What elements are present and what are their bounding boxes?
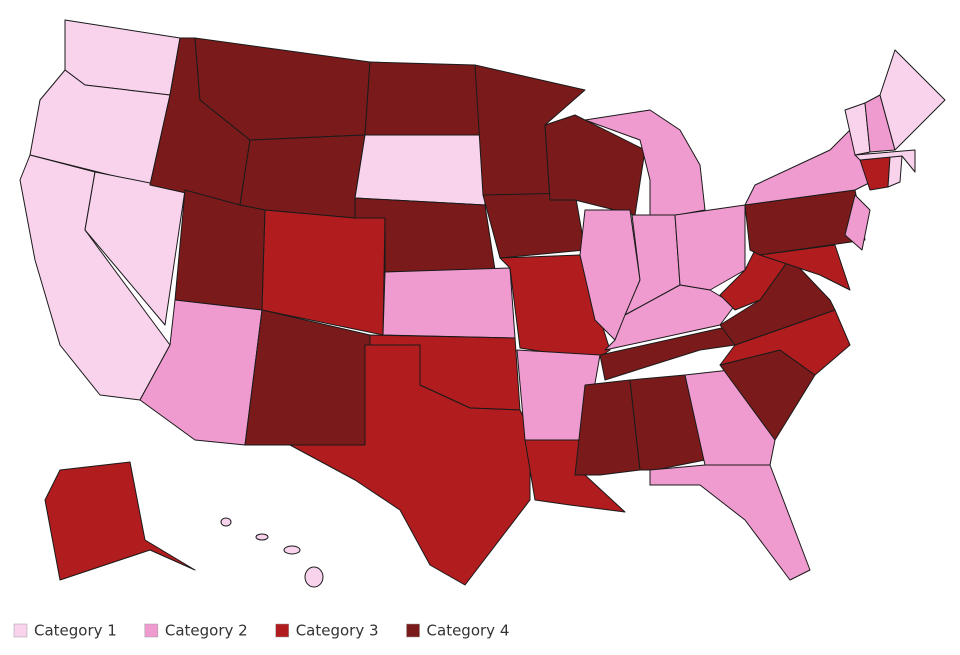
- state: [879, 49, 946, 151]
- legend: Category 1 Category 2 Category 3 Category 4: [13, 622, 510, 640]
- state: [304, 566, 324, 588]
- state: [364, 61, 484, 136]
- state: [283, 545, 301, 555]
- legend-label: Category 3: [296, 622, 379, 640]
- state: [629, 374, 706, 471]
- state: [584, 109, 706, 221]
- state: [255, 533, 269, 541]
- legend-swatch: [144, 623, 159, 638]
- state: [44, 461, 196, 581]
- state: [139, 299, 263, 446]
- state: [844, 194, 871, 251]
- state: [382, 267, 516, 339]
- legend-swatch: [406, 623, 420, 638]
- state: [174, 189, 266, 311]
- state: [354, 134, 486, 206]
- legend-swatch: [13, 623, 28, 638]
- state: [684, 369, 776, 466]
- state: [759, 244, 851, 291]
- state: [482, 192, 586, 259]
- state: [244, 309, 371, 446]
- state: [261, 209, 386, 336]
- state: [220, 517, 232, 527]
- legend-swatch: [275, 623, 289, 638]
- legend-label: Category 2: [165, 622, 248, 640]
- state: [574, 379, 641, 476]
- state: [289, 344, 531, 586]
- state: [239, 134, 366, 219]
- state: [887, 155, 903, 188]
- states: [19, 19, 946, 588]
- state: [854, 149, 916, 173]
- state: [649, 464, 811, 581]
- state: [674, 204, 746, 291]
- legend-label: Category 4: [427, 622, 510, 640]
- legend-label: Category 1: [34, 622, 117, 640]
